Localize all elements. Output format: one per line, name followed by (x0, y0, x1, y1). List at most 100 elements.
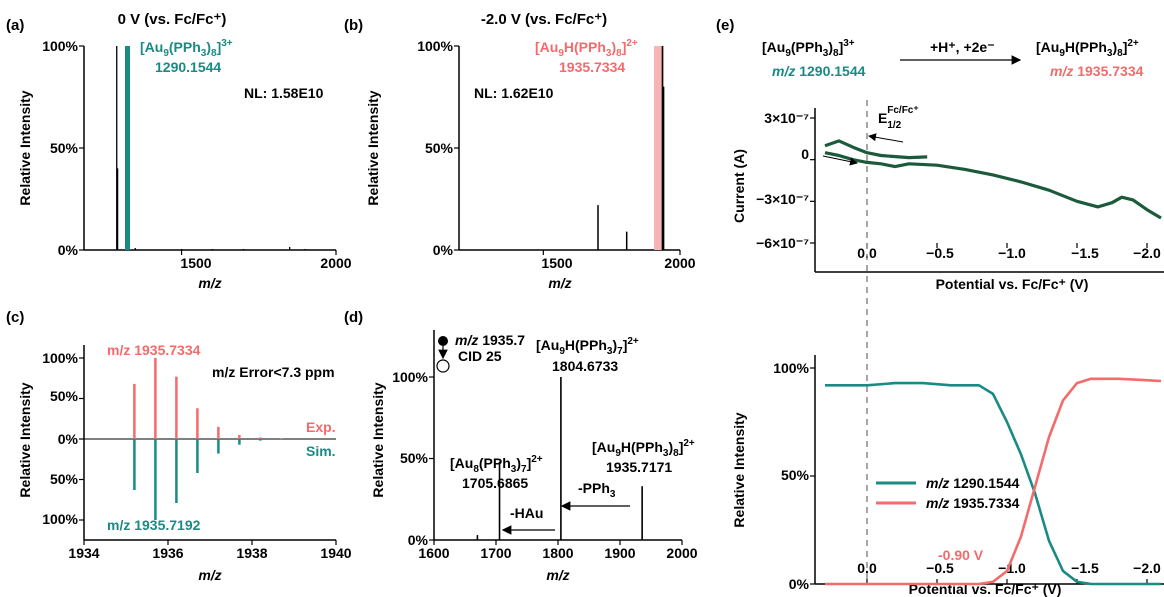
panel-a-species: [Au9(PPh3)8]3+ (140, 38, 233, 59)
panel-d: (d) 100% 50% 0% 1600 1700 1800 1900 2000… (344, 309, 698, 583)
panel-d-loss2: -HAu (510, 505, 543, 521)
panel-e: (e) [Au9(PPh3)8]3+ m/z 1290.1544 +H⁺, +2… (716, 17, 1164, 597)
panel-d-xtick: 1800 (542, 545, 573, 561)
panel-b-ytick: 0% (433, 242, 454, 258)
crossover-label: -0.90 V (938, 547, 984, 563)
panel-d-xtick: 1900 (604, 545, 635, 561)
cv-xtick: −1.5 (1071, 245, 1099, 261)
panel-a-ytick: 0% (58, 242, 79, 258)
ri-xtick: −2.0 (1133, 560, 1161, 576)
ri-curves (825, 377, 1162, 586)
panel-a: (a) 0 V (vs. Fc/Fc⁺) 100% 50% 0% 1500 20… (6, 11, 352, 291)
panel-a-xlabel: m/z (198, 275, 221, 291)
panel-d-peak1-mz: 1804.6733 (552, 358, 618, 374)
panel-d-loss1: -PPh3 (578, 480, 616, 500)
panel-b-label: (b) (344, 17, 363, 34)
panel-d-peak3-species: [Au9H(PPh3)8]2+ (592, 438, 695, 459)
panel-c-exp-label: Exp. (306, 419, 336, 435)
panel-c-ytick: 50% (50, 388, 79, 404)
cv-xtick: 0.0 (857, 245, 877, 261)
precursor-filled-circle (438, 336, 448, 346)
ri-ytick: 50% (781, 467, 810, 483)
panel-a-ytick: 50% (50, 140, 79, 156)
panel-c-peaks (133, 358, 283, 520)
panel-b-ticks (454, 45, 681, 255)
panel-c-xlabel: m/z (198, 567, 221, 583)
panel-b-species: [Au9H(PPh3)8]2+ (535, 38, 638, 59)
ri-ytick: 100% (773, 360, 809, 376)
panel-e-product: [Au9H(PPh3)8]2+ (1036, 38, 1139, 59)
panel-d-peaks (476, 377, 643, 540)
panel-d-peak1-species: [Au9H(PPh3)7]2+ (536, 336, 639, 357)
panel-a-ytick: 100% (42, 38, 78, 54)
panel-e-reaction: +H⁺, +2e⁻ (930, 39, 995, 55)
panel-a-xtick: 1500 (180, 255, 211, 271)
cv-ytick: −6×10⁻⁷ (756, 235, 809, 251)
ri-xtick: −1.5 (1071, 560, 1099, 576)
cv-curve (824, 151, 1162, 220)
ri-ylabel: Relative Intensity (731, 412, 747, 527)
ri-curve-1290 (825, 381, 1161, 586)
panel-b-species-mz: 1935.7334 (559, 59, 625, 75)
cv-ytick: −3×10⁻⁷ (756, 191, 809, 207)
panel-a-label: (a) (6, 17, 24, 34)
cv-curves (824, 139, 1162, 220)
panel-d-ylabel: Relative Intensity (370, 382, 386, 497)
panel-d-ytick: 50% (400, 450, 429, 466)
panel-b-ytick: 50% (425, 140, 454, 156)
panel-c-sim-mz: m/z 1935.7192 (107, 517, 201, 533)
panel-e-product-mz: m/z 1935.7334 (1050, 63, 1144, 79)
panel-b-ylabel: Relative Intensity (365, 90, 381, 205)
ri-xtick: 0.0 (857, 560, 877, 576)
panel-c-ticks (79, 357, 337, 545)
panel-d-ticks (429, 376, 683, 545)
cv-xlabel: Potential vs. Fc/Fc⁺ (V) (936, 276, 1089, 292)
panel-d-peak3-mz: 1935.7171 (606, 459, 672, 475)
cv-arrow-forward (822, 155, 858, 166)
panel-c-ytick: 0% (58, 431, 79, 447)
panel-a-xtick: 2000 (320, 255, 351, 271)
panel-c-ylabel: Relative Intensity (17, 382, 33, 497)
cv-ylabel: Current (A) (731, 149, 747, 223)
panel-d-ytick: 100% (392, 369, 428, 385)
precursor-open-circle (436, 359, 450, 373)
panel-b-xtick: 1500 (541, 255, 572, 271)
panel-a-ticks (79, 45, 337, 255)
cv-ticks (810, 117, 1148, 248)
panel-c-sim-label: Sim. (306, 443, 336, 459)
cv-xtick: −1.0 (998, 245, 1026, 261)
panel-c-xtick: 1938 (236, 545, 267, 561)
panel-b: (b) -2.0 V (vs. Fc/Fc⁺) 100% 50% 0% 1500… (344, 11, 696, 291)
panel-c-ytick: 50% (50, 471, 79, 487)
panel-d-xtick: 2000 (666, 545, 697, 561)
panel-d-label: (d) (344, 309, 363, 326)
panel-d-peak2-mz: 1705.6865 (462, 475, 528, 491)
cv-ytick: 3×10⁻⁷ (764, 110, 809, 126)
panel-d-ytick: 0% (408, 532, 429, 548)
panel-e-label: (e) (716, 17, 734, 34)
panel-b-xtick: 2000 (664, 255, 695, 271)
panel-c-xtick: 1934 (68, 545, 99, 561)
cv-curve (824, 139, 928, 160)
cv-arrow-reverse (868, 133, 904, 143)
panel-c: (c) 100% 50% 0% 50% 100% 1934 1936 1938 … (6, 309, 352, 583)
panel-d-peak2-species: [Au8(PPh3)7]2+ (450, 454, 543, 475)
panel-b-nl: NL: 1.62E10 (474, 85, 554, 101)
legend-label-1290: m/z 1290.1544 (926, 475, 1020, 491)
legend-label-1935: m/z 1935.7334 (926, 495, 1020, 511)
ri-ytick: 0% (789, 576, 810, 592)
cv-ytick: 0 (801, 146, 809, 162)
cv-xtick: −2.0 (1133, 245, 1161, 261)
cv-xtick: −0.5 (926, 245, 954, 261)
panel-b-ytick: 100% (417, 38, 453, 54)
panel-d-xtick: 1600 (418, 545, 449, 561)
panel-a-peaks (116, 46, 306, 250)
panel-d-xlabel: m/z (546, 567, 569, 583)
panel-e-reactant-mz: m/z 1290.1544 (772, 63, 866, 79)
panel-a-species-mz: 1290.1544 (155, 59, 221, 75)
panel-b-xlabel: m/z (548, 275, 571, 291)
panel-a-nl: NL: 1.58E10 (244, 85, 324, 101)
ri-curve-1935 (825, 377, 1162, 586)
panel-a-title: 0 V (vs. Fc/Fc⁺) (118, 11, 227, 28)
